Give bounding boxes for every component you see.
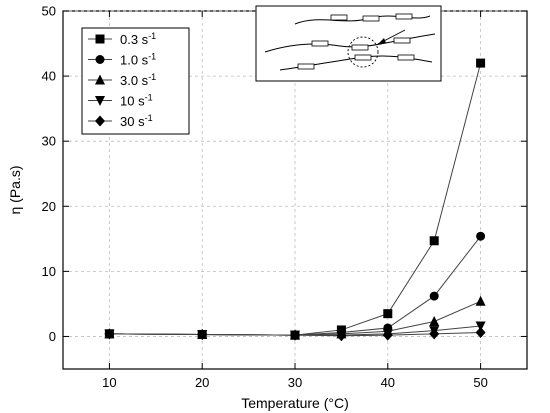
chain-segment (311, 40, 329, 47)
series-layer (104, 58, 486, 342)
y-axis-title: η (Pa.s) (7, 165, 23, 214)
series-30-s-1 (104, 327, 486, 342)
data-point (197, 329, 208, 341)
data-point (476, 231, 486, 241)
data-point (475, 295, 486, 306)
grid (63, 10, 527, 369)
chain-segment (393, 37, 411, 44)
legend-item: 0.3 s-1 (88, 31, 156, 47)
data-point (336, 330, 347, 342)
legend-marker (95, 74, 105, 85)
x-tick-label: 50 (473, 375, 487, 390)
legend-rate: 0.3 s (120, 32, 149, 47)
chain-segment (351, 44, 369, 51)
y-tick-label: 40 (42, 69, 56, 84)
legend-item: 1.0 s-1 (88, 52, 156, 68)
legend-exponent: -1 (148, 31, 156, 41)
data-point (475, 321, 486, 332)
legend-rate: 10 s (120, 94, 145, 109)
chain-segment (354, 54, 372, 61)
y-tick-label: 0 (49, 329, 56, 344)
legend-label: 1.0 s-1 (120, 52, 156, 68)
legend-marker (95, 96, 105, 106)
legend-marker (95, 115, 105, 127)
chain-segment (362, 15, 380, 22)
x-tick-label: 20 (195, 375, 209, 390)
x-tick-label: 10 (102, 375, 116, 390)
legend-label: 30 s-1 (120, 113, 153, 129)
legend-exponent: -1 (145, 93, 153, 103)
data-point (382, 329, 393, 341)
y-tick-label: 20 (42, 199, 56, 214)
x-tick-label: 30 (288, 375, 302, 390)
legend-exponent: -1 (145, 113, 153, 123)
data-point (429, 291, 439, 301)
legend-exponent: -1 (148, 52, 156, 62)
chain-segment (330, 14, 348, 21)
data-point (429, 328, 440, 340)
legend-exponent: -1 (148, 72, 156, 82)
legend-label: 3.0 s-1 (120, 72, 156, 88)
arrow-head (378, 38, 386, 44)
y-tick-label: 50 (42, 4, 56, 19)
legend: 0.3 s-11.0 s-13.0 s-110 s-130 s-1 (81, 27, 190, 135)
data-point (429, 315, 440, 326)
data-point (429, 236, 439, 246)
data-point (104, 328, 115, 340)
legend-item: 10 s-1 (88, 93, 153, 109)
data-point (383, 309, 393, 319)
tick-labels: 10 20 30 40 50 0 10 20 30 40 50 (42, 4, 488, 391)
legend-rate: 30 s (120, 114, 145, 129)
association-circle (347, 36, 379, 68)
data-point (476, 58, 486, 68)
legend-marker (95, 34, 105, 44)
chain-segment (297, 63, 315, 70)
y-tick-label: 10 (42, 264, 56, 279)
legend-item: 3.0 s-1 (88, 72, 156, 88)
legend-rate: 1.0 s (120, 53, 149, 68)
x-tick-label: 40 (381, 375, 395, 390)
inset-schematic (255, 5, 442, 82)
data-point (290, 329, 300, 341)
legend-label: 10 s-1 (120, 93, 153, 109)
chain-segment (395, 13, 413, 20)
chain-segment (397, 54, 415, 61)
legend-rate: 3.0 s (120, 73, 149, 88)
legend-label: 0.3 s-1 (120, 31, 156, 47)
data-point (475, 327, 486, 339)
legend-item: 30 s-1 (88, 113, 153, 129)
x-axis-title: Temperature (°C) (241, 395, 349, 411)
y-tick-label: 30 (42, 134, 56, 149)
legend-marker (95, 55, 105, 64)
